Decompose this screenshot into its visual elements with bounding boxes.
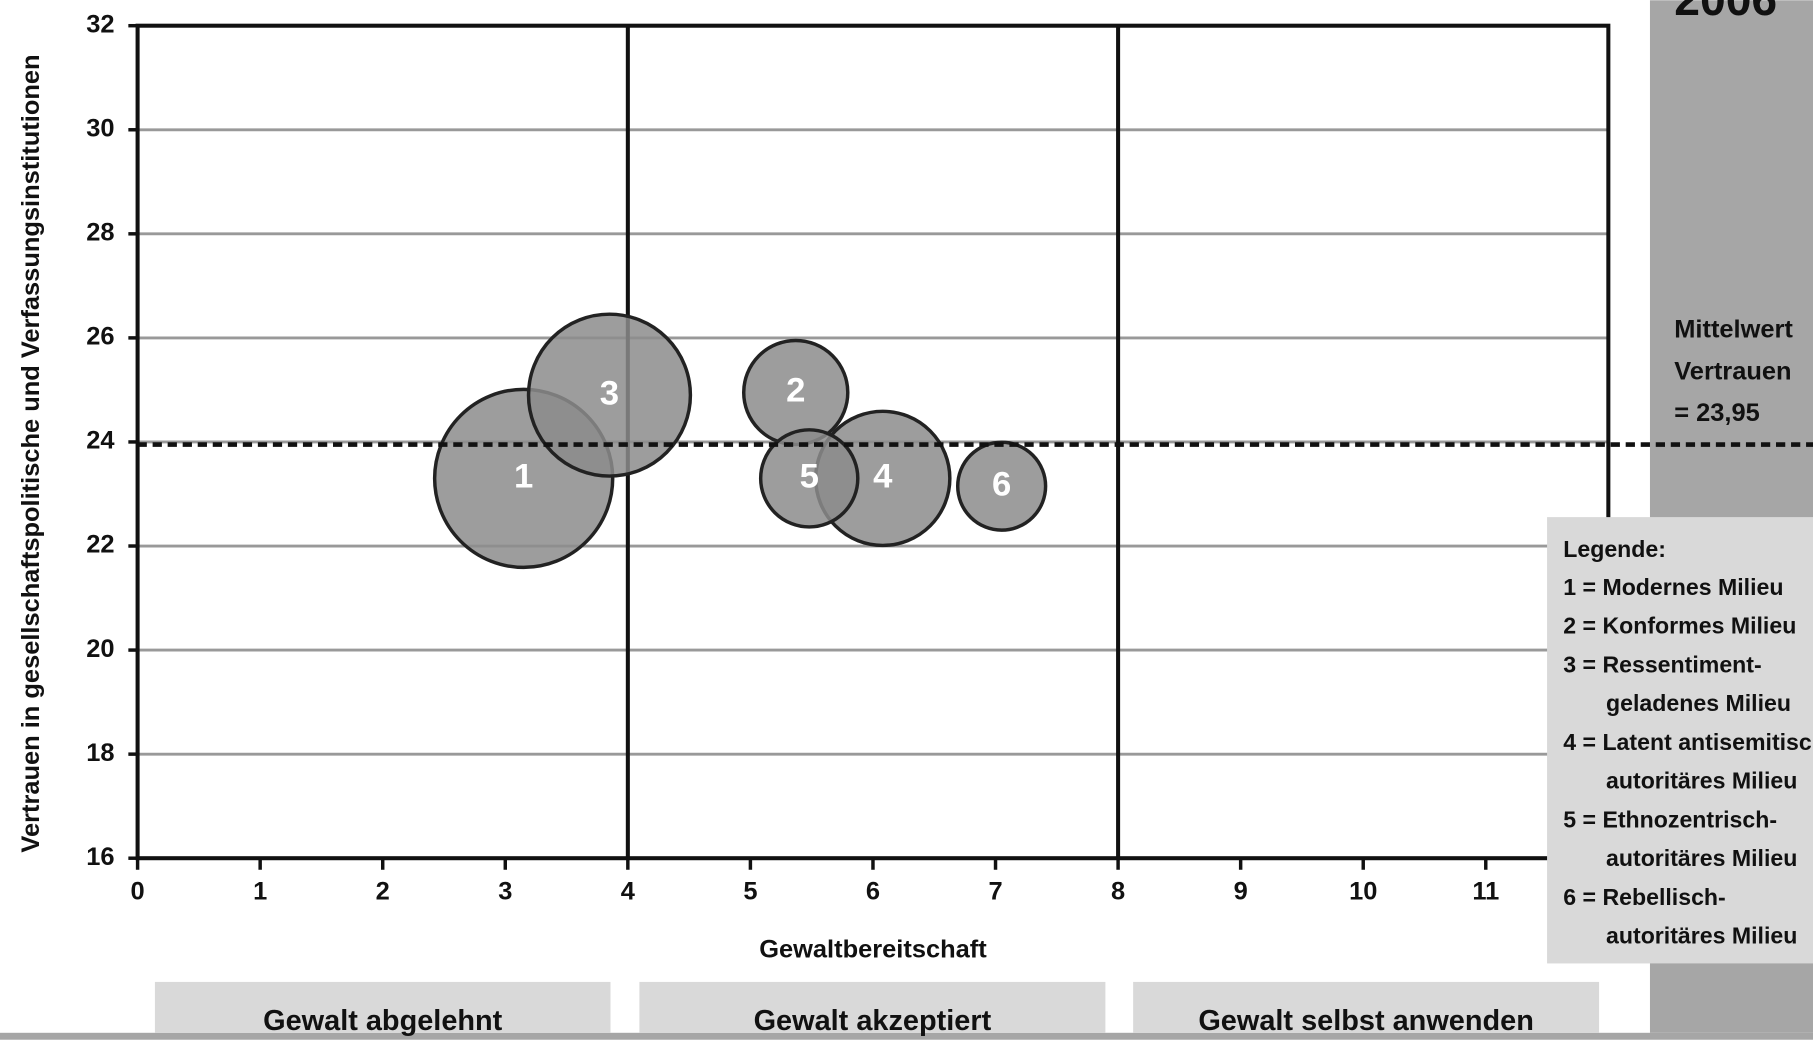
mean-label: = 23,95 bbox=[1674, 399, 1760, 427]
x-tick-label: 8 bbox=[1111, 878, 1125, 906]
x-tick-label: 5 bbox=[743, 878, 757, 906]
y-tick-label: 24 bbox=[86, 427, 114, 455]
plot-frame bbox=[135, 23, 1611, 861]
y-axis-label: Vertrauen in gesellschaftspolitische und… bbox=[17, 54, 45, 852]
bubble-label: 2 bbox=[786, 372, 805, 410]
bubble-label: 5 bbox=[800, 458, 819, 496]
legend-entry: 4 = Latent antisemitisch- bbox=[1563, 729, 1813, 755]
y-tick-label: 20 bbox=[86, 635, 114, 663]
zone-box bbox=[639, 981, 1106, 1033]
bubble-label: 3 bbox=[600, 374, 619, 412]
x-tick-label: 7 bbox=[988, 878, 1002, 906]
bottom-strip bbox=[0, 1032, 1813, 1040]
bubble-label: 1 bbox=[514, 458, 533, 496]
legend-entry: autoritäres Milieu bbox=[1606, 768, 1797, 794]
zone-box bbox=[1133, 981, 1600, 1033]
y-tick-label: 22 bbox=[86, 531, 114, 559]
x-tick-label: 11 bbox=[1472, 878, 1499, 906]
legend-entry: autoritäres Milieu bbox=[1606, 845, 1797, 871]
y-tick-label: 16 bbox=[86, 843, 114, 871]
legend-entry: 2 = Konformes Milieu bbox=[1563, 613, 1796, 639]
x-axis-label: Gewaltbereitschaft bbox=[759, 935, 987, 963]
x-tick-label: 3 bbox=[498, 878, 512, 906]
legend-entry: geladenes Milieu bbox=[1606, 690, 1791, 716]
zone-label: Gewalt akzeptiert bbox=[754, 1005, 992, 1037]
x-tick-label: 1 bbox=[253, 878, 267, 906]
x-tick-label: 9 bbox=[1234, 878, 1248, 906]
x-tick-label: 4 bbox=[621, 878, 635, 906]
y-tick-label: 32 bbox=[86, 10, 114, 38]
zone-label: Gewalt abgelehnt bbox=[263, 1005, 503, 1037]
x-tick-label: 2 bbox=[376, 878, 390, 906]
y-tick-label: 26 bbox=[86, 323, 114, 351]
bubble bbox=[758, 428, 860, 529]
x-tick-label: 6 bbox=[866, 878, 880, 906]
legend-entry: 5 = Ethnozentrisch- bbox=[1563, 806, 1777, 832]
legend-entry: 6 = Rebellisch- bbox=[1563, 884, 1725, 910]
mean-label: Mittelwert bbox=[1674, 316, 1793, 344]
bubble bbox=[526, 312, 693, 478]
zone-label: Gewalt selbst anwenden bbox=[1198, 1005, 1534, 1037]
y-tick-label: 28 bbox=[86, 219, 114, 247]
x-tick-label: 0 bbox=[131, 878, 145, 906]
year-label: 2006 bbox=[1674, 0, 1777, 25]
y-tick-label: 18 bbox=[86, 739, 114, 767]
bubble-label: 6 bbox=[992, 465, 1011, 503]
bubble-label: 4 bbox=[873, 458, 893, 496]
legend-entry: 3 = Ressentiment- bbox=[1563, 651, 1761, 677]
mean-label: Vertrauen bbox=[1674, 357, 1791, 385]
legend-box bbox=[1547, 517, 1813, 964]
legend-entry: 1 = Modernes Milieu bbox=[1563, 574, 1783, 600]
legend-entry: autoritäres Milieu bbox=[1606, 923, 1797, 949]
zone-box bbox=[154, 981, 611, 1033]
legend-title: Legende: bbox=[1563, 536, 1666, 562]
y-tick-label: 30 bbox=[86, 114, 114, 142]
x-tick-label: 10 bbox=[1349, 878, 1377, 906]
